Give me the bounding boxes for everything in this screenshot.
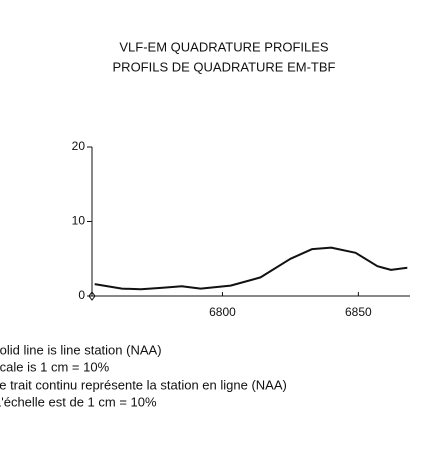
origin-marker [88, 291, 96, 301]
note: L'échelle est de 1 cm = 10% [0, 394, 157, 409]
data-line [94, 246, 408, 291]
chart-title: VLF-EM QUADRATURE PROFILES [119, 39, 329, 54]
x-tick-label: 6800 [209, 305, 236, 319]
y-tick-label: 0 [78, 288, 85, 302]
x-tick-label: 6850 [345, 305, 372, 319]
note: Le trait continu représente la station e… [0, 377, 287, 392]
note: Scale is 1 cm = 10% [0, 359, 110, 374]
note: Solid line is line station (NAA) [0, 342, 162, 357]
chart-subtitle: PROFILS DE QUADRATURE EM-TBF [113, 59, 336, 74]
y-tick-label: 10 [72, 214, 86, 228]
y-tick-label: 20 [72, 139, 86, 153]
